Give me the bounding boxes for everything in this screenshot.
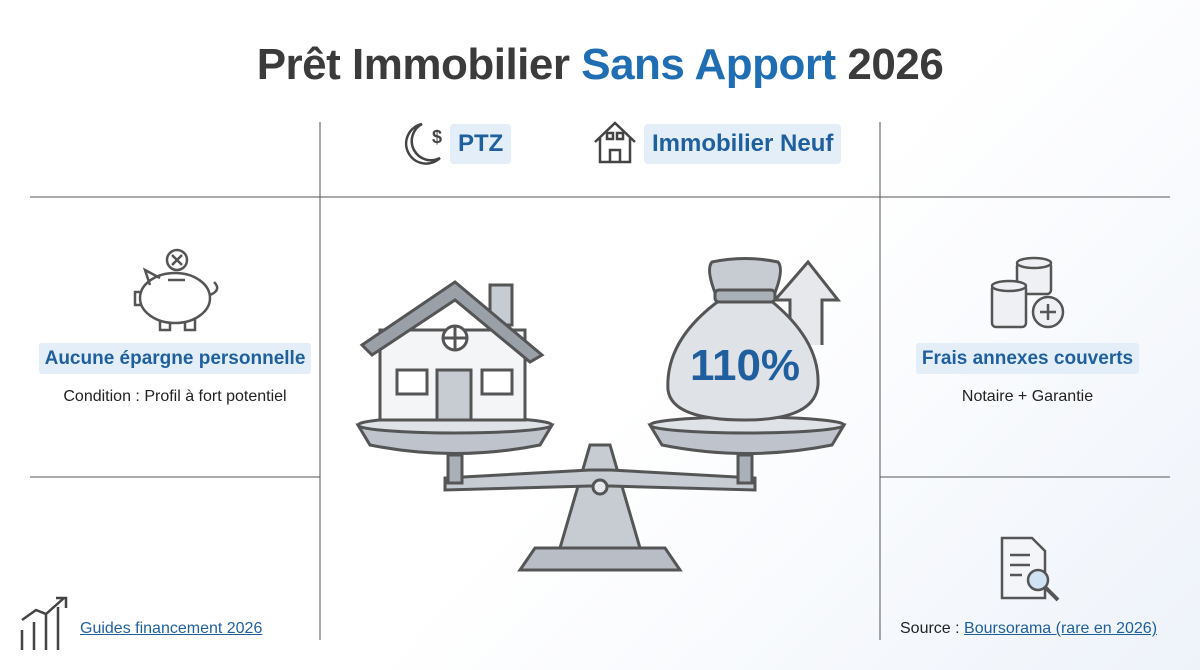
svg-text:$: $ <box>432 127 442 147</box>
panel-title: Frais annexes couverts <box>915 343 1140 374</box>
panel-subtitle: Condition : Profil à fort potentiel <box>63 388 287 405</box>
panel-title: Aucune épargne personnelle <box>38 343 312 374</box>
title-start: Prêt Immobilier <box>256 40 570 89</box>
growth-icon <box>20 596 68 650</box>
guide-link[interactable]: Guides financement 2026 <box>80 620 263 637</box>
piggy-icon <box>133 248 219 332</box>
coins-icon <box>990 256 1065 329</box>
title-end: 2026 <box>847 40 944 89</box>
left-panel: Aucune épargne personnelle Condition : P… <box>25 343 325 406</box>
moon-icon: $ <box>404 122 442 165</box>
title: Prêt Immobilier Sans Apport 2026 <box>0 40 1200 90</box>
title-highlight: Sans Apport <box>581 40 836 89</box>
source-prefix: Source : <box>900 620 960 637</box>
bag-label: 110% <box>690 341 800 390</box>
source-link[interactable]: Boursorama (rare en 2026) <box>964 620 1158 637</box>
scale <box>355 257 847 572</box>
tag: PTZ <box>450 124 512 164</box>
grid-lines <box>30 122 1170 640</box>
panel-subtitle: Notaire + Garantie <box>961 388 1094 405</box>
document-icon <box>1000 536 1060 602</box>
source: Source : Boursorama (rare en 2026) <box>900 620 1157 638</box>
tag: Immobilier Neuf <box>644 124 842 164</box>
right-panel: Frais annexes couverts Notaire + Garanti… <box>880 343 1175 406</box>
house-icon <box>594 121 636 164</box>
